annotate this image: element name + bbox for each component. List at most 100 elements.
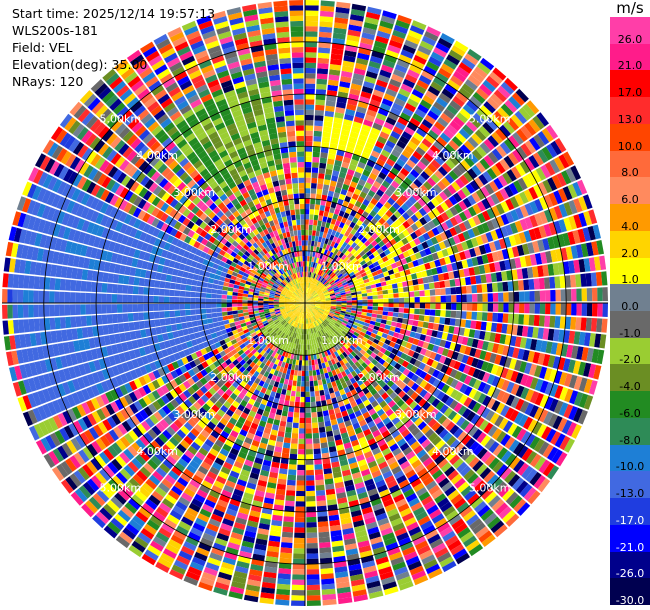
range-gate <box>343 264 350 270</box>
range-gate <box>533 134 545 148</box>
range-gate <box>351 176 360 184</box>
range-gate <box>466 311 472 320</box>
range-gate <box>308 296 314 300</box>
range-gate <box>359 203 367 211</box>
range-gate <box>383 303 389 307</box>
range-gate <box>324 174 332 181</box>
range-gate <box>370 267 377 273</box>
range-gate <box>305 299 309 303</box>
range-gate <box>313 214 319 221</box>
range-gate <box>445 295 452 303</box>
range-gate <box>328 148 337 155</box>
range-gate <box>308 240 312 246</box>
range-gate <box>332 260 338 267</box>
range-gate <box>338 86 350 94</box>
range-gate <box>325 244 331 251</box>
range-gate <box>344 113 354 121</box>
range-gate <box>327 158 335 165</box>
range-gate <box>349 255 356 261</box>
range-gate <box>366 312 373 317</box>
range-gate <box>305 88 315 95</box>
range-gate <box>423 167 434 177</box>
range-gate <box>534 303 541 314</box>
range-gate <box>430 51 445 63</box>
range-gate <box>571 288 577 302</box>
range-gate <box>308 355 311 361</box>
range-gate <box>426 239 434 247</box>
range-gate <box>275 599 290 606</box>
range-gate <box>443 58 458 70</box>
range-gate <box>306 293 309 299</box>
range-gate <box>351 307 357 311</box>
range-gate <box>323 266 328 273</box>
range-gate <box>597 287 603 302</box>
range-gate <box>419 296 426 303</box>
range-gate <box>367 306 373 310</box>
range-gate <box>342 60 355 68</box>
range-gate <box>306 537 318 544</box>
range-gate <box>549 315 556 328</box>
range-gate <box>413 314 420 321</box>
range-gate <box>322 272 327 278</box>
range-gate <box>325 483 335 490</box>
range-gate <box>344 50 357 58</box>
range-gate <box>361 124 372 132</box>
range-gate <box>219 325 226 331</box>
range-gate <box>305 423 312 429</box>
range-gate <box>325 105 335 112</box>
range-gate <box>301 334 304 340</box>
range-gate <box>580 317 587 331</box>
range-gate <box>294 407 300 413</box>
range-gate <box>382 59 396 69</box>
range-gate <box>323 121 333 128</box>
range-gate <box>397 287 404 293</box>
range-gate <box>417 321 424 328</box>
range-gate <box>318 384 324 391</box>
range-gate <box>437 37 453 49</box>
range-gate <box>444 280 451 288</box>
range-gate <box>451 45 466 57</box>
range-gate <box>401 131 413 141</box>
range-gate <box>318 275 322 281</box>
range-gate <box>337 176 345 184</box>
range-gate <box>282 526 294 533</box>
range-gate <box>340 129 350 137</box>
range-gate <box>339 246 345 253</box>
range-gate <box>403 177 413 186</box>
range-gate <box>345 173 353 181</box>
range-gate <box>381 213 390 222</box>
range-gate <box>348 185 356 193</box>
range-gate <box>305 151 312 157</box>
range-gate <box>330 137 339 145</box>
range-gate <box>321 237 326 244</box>
range-gate <box>444 317 451 325</box>
range-gate <box>562 151 575 167</box>
range-gate <box>394 64 408 74</box>
range-gate <box>398 54 412 64</box>
range-gate <box>312 432 320 439</box>
range-gate <box>340 188 348 196</box>
range-gate <box>351 276 358 282</box>
range-gate <box>332 213 339 220</box>
range-gate <box>341 161 350 169</box>
range-gate <box>306 511 317 518</box>
range-gate <box>540 164 551 179</box>
range-gate <box>455 66 470 78</box>
range-gate <box>386 158 396 167</box>
range-gate <box>381 193 390 201</box>
range-gate <box>350 248 357 255</box>
range-gate <box>436 204 445 214</box>
range-gate <box>434 121 446 132</box>
range-gate <box>554 138 567 153</box>
range-gate <box>311 364 316 371</box>
range-gate <box>349 131 359 139</box>
range-gate <box>326 217 332 224</box>
range-gate <box>476 87 489 100</box>
range-gate <box>333 242 339 249</box>
range-gate <box>528 314 535 326</box>
range-gate <box>482 303 488 312</box>
range-gate <box>410 169 420 179</box>
range-gate <box>428 56 442 67</box>
range-gate <box>445 287 451 295</box>
range-gate <box>546 143 558 158</box>
